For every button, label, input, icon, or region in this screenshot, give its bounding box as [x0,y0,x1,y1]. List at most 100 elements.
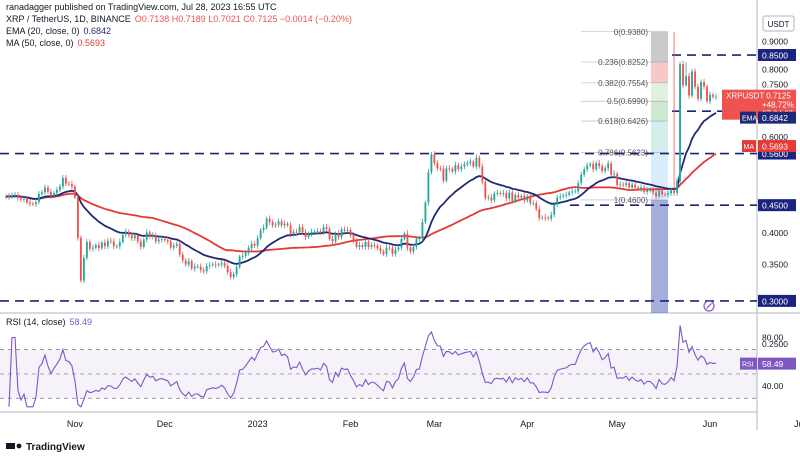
candle-body [23,198,25,200]
candle-body [556,197,559,205]
price-axis[interactable]: 0.9000 0.8000 0.7500 0.6000 0.4000 0.3500 0.25… [722,37,796,392]
candle-body [211,264,214,266]
candle-body [703,82,705,87]
candle-body [496,192,499,194]
candle-body [196,266,199,268]
candle-body [418,238,421,240]
candle-body [112,241,115,247]
level-price-label: 0.4500 [762,201,788,211]
candle-body [17,194,19,198]
candle-body [178,243,181,255]
symbol-line: XRP / TetherUS, 1D, BINANCE [6,14,131,24]
time-axis[interactable]: NovDec2023FebMarAprMayJunJulAug [67,419,800,429]
level-price-tag[interactable] [758,49,796,62]
candle-body [334,233,337,242]
candle-body [265,218,268,228]
fibonacci-retracement[interactable]: 0(0.9380) 0.236(0.8252) 0.382(0.7554) 0.5(0… [581,28,668,313]
level-price-label: 0.3000 [762,296,788,306]
time-tick-label: Mar [427,419,443,429]
candle-body [166,240,169,242]
candle-body [550,214,553,219]
price-tick-label: 0.7500 [762,80,788,90]
tradingview-logo[interactable]: TradingView [6,442,85,453]
candle-body [313,231,316,233]
ema-legend-label: EMA (20, close, 0) [6,26,80,36]
candle-body [256,238,259,246]
candle-body [547,218,550,219]
candle-body [430,154,433,173]
candle-body [88,241,91,249]
candle-body [544,217,547,219]
candle-body [607,163,610,169]
time-tick-label: Jul [794,419,800,429]
candle-body [292,231,295,235]
rsi-tick-label: 80.00 [762,332,784,342]
candle-body [250,243,253,249]
candle-body [688,76,690,96]
time-tick-label: Nov [67,419,84,429]
candle-body [667,193,669,195]
candle-body [412,246,415,252]
horizontal-levels[interactable] [0,54,757,302]
candle-body [289,225,292,235]
candle-body [142,239,145,247]
candle-body [601,166,604,172]
time-tick-label: May [609,419,627,429]
candle-body [700,82,702,99]
candle-body [484,181,487,198]
candle-body [394,249,397,254]
time-tick-label: 2023 [248,419,268,429]
candle-body [454,165,457,172]
candle-body [694,71,696,87]
candle-body [160,238,163,240]
change-label: +48.72% [762,101,794,110]
candle-body [29,202,31,204]
level-price-tag[interactable] [758,199,796,212]
ma-legend-label: MA (50, close, 0) [6,38,74,48]
candle-body [139,241,142,247]
candle-body [235,267,238,275]
candle-body [307,233,310,238]
candle-body [691,71,693,96]
candle-body [295,231,298,233]
candle-body [229,272,232,277]
alert-icon[interactable] [703,300,715,312]
candle-body [193,266,196,269]
candle-body [475,157,478,167]
candle-body [706,86,708,102]
candle-body [508,192,511,199]
candle-body [565,194,568,196]
candle-body [340,229,343,238]
candle-body [574,191,577,193]
candle-body [172,245,175,248]
candle-body [481,166,484,182]
candle-body [322,227,325,233]
candle-body [499,192,502,194]
tradingview-logo-icon [6,443,15,449]
candle-body [106,240,109,247]
candle-body [61,177,64,187]
candle-body [451,168,454,172]
candle-body [301,227,304,233]
candle-body [14,194,16,196]
candle-body [91,247,94,249]
candle-body [373,245,376,246]
ma-legend: MA (50, close, 0) 0.5693 [6,38,105,48]
candle-body [646,189,649,192]
candle-body [100,242,103,249]
candle-body [94,245,97,248]
level-price-label: 0.8500 [762,51,788,61]
candle-body [73,186,76,198]
rsi-legend-value: 58.49 [70,317,93,327]
candle-body [79,237,82,281]
fib-level-label: 0.382(0.7554) [598,79,648,88]
candle-body [676,181,678,193]
level-price-tag[interactable] [758,294,796,307]
candle-body [115,246,118,248]
currency-button[interactable] [762,15,795,32]
candle-body [151,235,154,237]
candle-body [26,198,28,203]
candle-body [127,231,130,236]
candle-body [124,231,127,235]
